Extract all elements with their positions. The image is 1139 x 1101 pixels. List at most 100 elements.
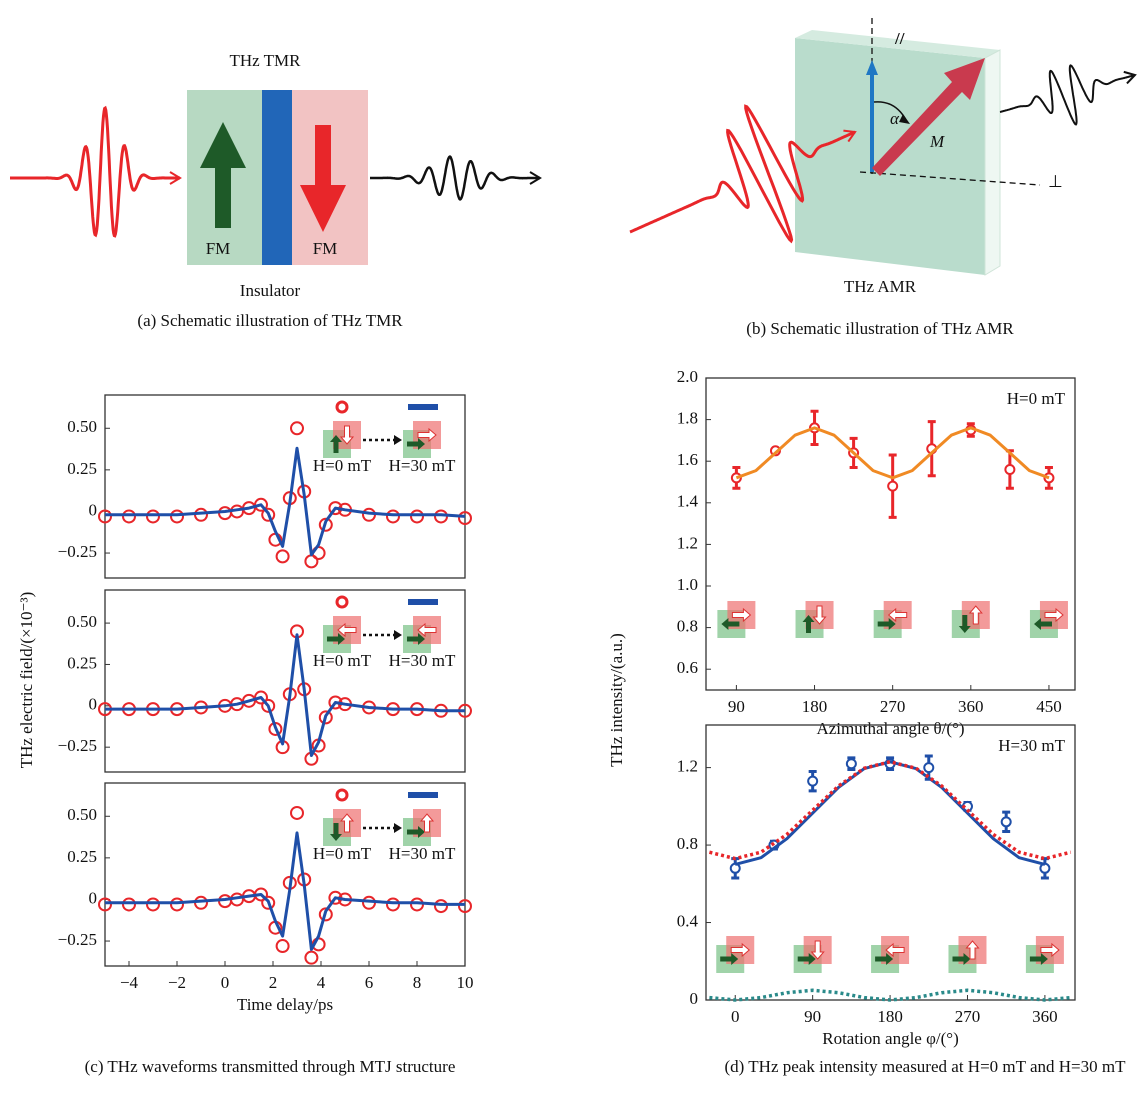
wave (629, 104, 856, 244)
magnet-arrow (1034, 618, 1052, 630)
data-point (729, 862, 741, 874)
legend-label: H=30 mT (389, 651, 456, 670)
wave (10, 105, 180, 238)
fit-curve (734, 760, 1046, 866)
y-tick-label: 0 (89, 500, 98, 519)
x-tick-label: 360 (1032, 1007, 1058, 1026)
x-tick-label: 2 (269, 973, 278, 992)
y-tick-label: 1.6 (677, 450, 698, 469)
data-point (1039, 862, 1051, 874)
x-axis-label: Rotation angle φ/(°) (822, 1029, 959, 1048)
dotted-curve (708, 760, 1072, 861)
data-point (887, 480, 899, 492)
y-tick-label: 0.6 (677, 658, 698, 677)
data-point (458, 899, 472, 914)
x-tick-label: 10 (457, 973, 474, 992)
insulator-layer (262, 90, 292, 265)
magnet-arrow (810, 940, 825, 960)
magnet-arrow (417, 427, 437, 443)
magnet-arrow (407, 438, 425, 450)
y-tick-label: 0.25 (67, 459, 97, 478)
magnet-arrow (802, 615, 815, 633)
magnet-arrow (419, 813, 435, 833)
x-tick-label: 0 (731, 1007, 740, 1026)
y-tick-label: 1.0 (677, 575, 698, 594)
y-tick-label: 1.2 (677, 533, 698, 552)
slab-top (795, 30, 1000, 58)
magnet-arrow (965, 940, 980, 960)
wave-arrowhead (1123, 70, 1137, 85)
legend-swatch (408, 599, 438, 605)
data-point (254, 497, 268, 512)
plot-frame (104, 589, 466, 773)
legend-swatch (408, 404, 438, 410)
y-tick-label: 2.0 (677, 367, 698, 386)
magnet-arrow (337, 622, 357, 638)
data-point (275, 939, 290, 954)
y-tick-label: 0.4 (677, 911, 699, 930)
caption: (d) THz peak intensity measured at H=0 m… (725, 1057, 1127, 1076)
x-tick-label: 270 (880, 697, 906, 716)
magnet-arrow (330, 823, 342, 841)
data-point (304, 950, 319, 965)
x-tick-label: −2 (168, 973, 186, 992)
magnet-arrow (327, 633, 345, 645)
x-tick-label: 90 (728, 697, 745, 716)
y-tick-label: 0.50 (67, 612, 97, 631)
angle-label: α (890, 109, 900, 128)
data-point (170, 509, 184, 524)
y-axis-label: THz intensity/(a.u.) (607, 633, 626, 767)
fit-curve (105, 633, 465, 757)
x-axis-label: Time delay/ps (237, 995, 333, 1014)
y-tick-label: −0.25 (58, 930, 97, 949)
caption: (c) THz waveforms transmitted through MT… (85, 1057, 456, 1076)
y-axis-label: THz electric field/(×10⁻³) (17, 592, 36, 769)
data-point (122, 897, 136, 912)
x-tick-label: 90 (804, 1007, 821, 1026)
data-point (386, 509, 400, 524)
legend-swatch (408, 792, 438, 798)
angle-arrowhead (899, 114, 910, 124)
layer-label: FM (206, 239, 231, 258)
y-tick-label: 0.25 (67, 653, 97, 672)
x-tick-label: 4 (317, 973, 326, 992)
data-point (318, 517, 333, 532)
y-tick-label: 0 (690, 989, 699, 1008)
legend-swatch (335, 400, 349, 414)
magnet-arrow (1029, 953, 1048, 965)
data-point (261, 698, 276, 713)
x-tick-label: −4 (120, 973, 139, 992)
magnet-arrow (1040, 942, 1060, 958)
y-tick-label: 1.2 (677, 757, 698, 776)
legend-label: H=0 mT (313, 651, 372, 670)
caption: (a) Schematic illustration of THz TMR (137, 311, 403, 330)
magnet-arrow (731, 607, 752, 623)
annotation: H=30 mT (998, 736, 1065, 755)
x-axis-label: Azimuthal angle θ/(°) (816, 719, 964, 738)
annotation: H=0 mT (1007, 389, 1066, 408)
y-tick-label: 1.8 (677, 409, 698, 428)
y-tick-label: 0.25 (67, 847, 97, 866)
y-tick-label: 0.50 (67, 805, 97, 824)
data-point (410, 509, 424, 524)
magnet-arrow (887, 607, 908, 623)
y-tick-label: 0.8 (677, 617, 698, 636)
data-point (146, 509, 160, 524)
data-point (434, 899, 448, 914)
magnet-arrow (968, 605, 983, 625)
data-point (98, 897, 112, 912)
wave (999, 64, 1136, 126)
transition-arrowhead (394, 435, 402, 445)
dashed-axis (859, 171, 1041, 186)
magnet-arrow (1044, 607, 1064, 623)
magnet-arrow (200, 122, 246, 228)
x-tick-label: 360 (958, 697, 984, 716)
reference-arrowhead (866, 60, 878, 75)
data-point (923, 762, 935, 774)
data-point (845, 758, 857, 770)
magnet-arrow (877, 618, 896, 630)
magnet-arrow (812, 605, 827, 625)
data-point (458, 511, 472, 526)
